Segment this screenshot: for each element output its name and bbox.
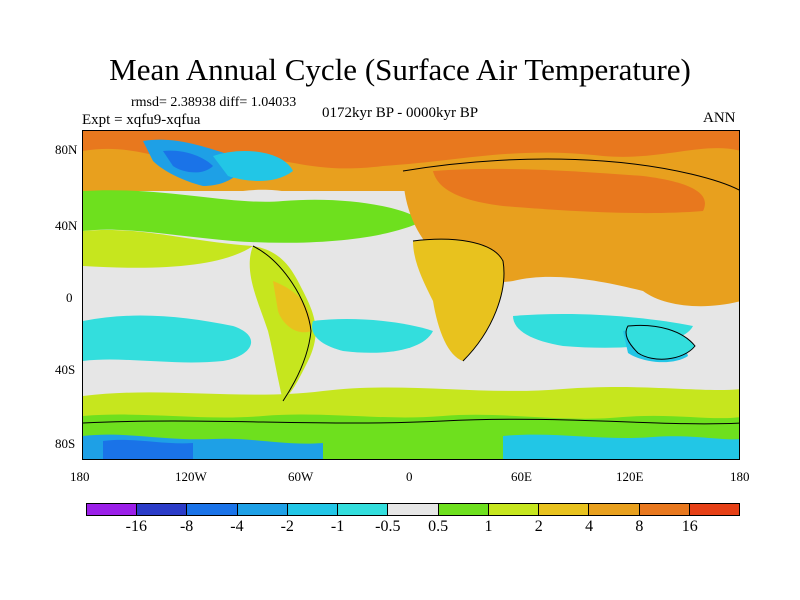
period-label: 0172kyr BP - 0000kyr BP xyxy=(322,105,479,121)
lat-label-80s: 80S xyxy=(55,436,76,451)
lon-label-60e: 60E xyxy=(511,469,532,484)
colorbar-tick-label: 8 xyxy=(635,518,644,535)
colorbar-tick-label: -16 xyxy=(125,518,147,535)
colorbar-tick-label: -1 xyxy=(330,518,345,535)
colorbar-tick-label: 2 xyxy=(534,518,543,535)
lon-label-0: 0 xyxy=(406,469,413,484)
colorbar-bin-2 xyxy=(187,504,238,515)
colorbar-bin-8 xyxy=(488,504,540,515)
colorbar-tick-label: -0.5 xyxy=(375,518,401,535)
colorbar-bin-0 xyxy=(87,504,138,515)
colorbar-tick-label: 16 xyxy=(681,518,698,535)
lon-label-180w: 180 xyxy=(70,469,90,484)
lon-label-180e: 180 xyxy=(730,469,750,484)
rmsd-diff-stats: rmsd= 2.38938 diff= 1.04033 xyxy=(131,95,297,110)
plot-title: Mean Annual Cycle (Surface Air Temperatu… xyxy=(109,52,691,87)
colorbar-tick-label: -4 xyxy=(230,518,244,535)
colorbar-tick-label: 1 xyxy=(484,518,493,535)
temperature-anomaly-map xyxy=(83,131,739,459)
lat-label-0: 0 xyxy=(66,290,73,305)
lon-label-120w: 120W xyxy=(175,469,207,484)
colorbar-bin-11 xyxy=(639,504,690,515)
colorbar xyxy=(86,503,740,516)
colorbar-tick-label: 0.5 xyxy=(428,518,449,535)
colorbar-bin-12 xyxy=(689,504,740,515)
colorbar-tick-label: -8 xyxy=(179,518,194,535)
map-panel xyxy=(82,130,740,460)
lon-label-60w: 60W xyxy=(288,469,314,484)
lat-label-40n: 40N xyxy=(55,218,78,233)
experiment-label: Expt = xqfu9-xqfua xyxy=(82,112,201,128)
lat-label-80n: 80N xyxy=(55,142,78,157)
colorbar-bin-6 xyxy=(388,504,439,515)
colorbar-bin-5 xyxy=(338,504,389,515)
lat-label-40s: 40S xyxy=(55,362,76,377)
colorbar-bin-1 xyxy=(137,504,188,515)
lon-label-120e: 120E xyxy=(616,469,644,484)
colorbar-bin-7 xyxy=(438,504,489,515)
colorbar-tick-label: -2 xyxy=(280,518,294,535)
colorbar-bin-10 xyxy=(589,504,640,515)
colorbar-tick-label: 4 xyxy=(585,518,594,535)
colorbar-bin-3 xyxy=(237,504,288,515)
colorbar-bin-9 xyxy=(539,504,590,515)
colorbar-bin-4 xyxy=(287,504,339,515)
season-label: ANN xyxy=(703,110,736,126)
